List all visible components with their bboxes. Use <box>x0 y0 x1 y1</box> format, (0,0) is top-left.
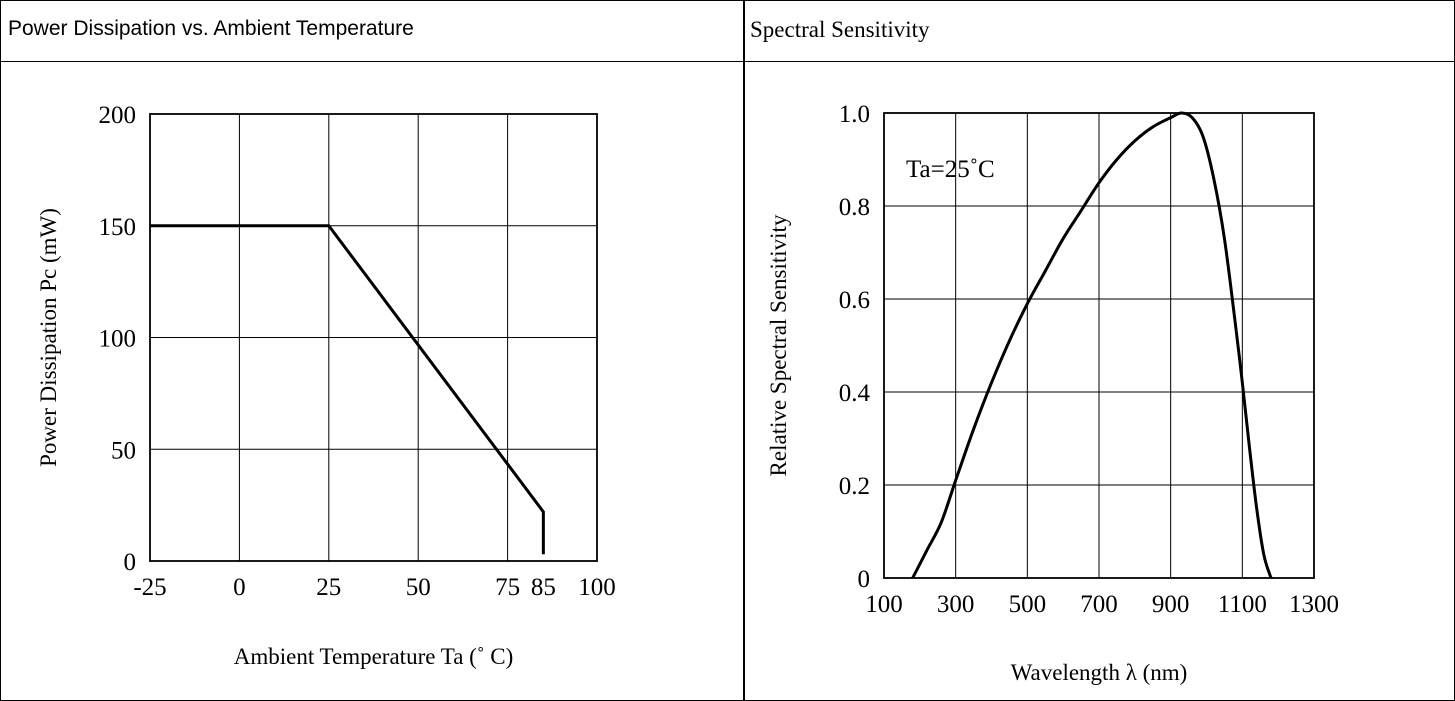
x-tick-label: 900 <box>1152 591 1190 618</box>
x-tick-label: 100 <box>865 591 903 618</box>
y-tick-label: 0 <box>858 566 871 593</box>
plot-area <box>883 112 1315 579</box>
x-axis-label: Wavelength λ (nm) <box>1011 660 1188 685</box>
y-tick-label: 0.4 <box>839 380 871 407</box>
x-tick-label: 700 <box>1080 591 1118 618</box>
x-tick-label: 75 <box>495 574 520 601</box>
x-tick-label: 1100 <box>1218 591 1267 618</box>
y-tick-label: 0.6 <box>839 287 870 314</box>
y-tick-label: 0.8 <box>839 194 870 221</box>
x-axis-label: Ambient Temperature Ta (˚ C) <box>234 644 514 669</box>
y-tick-label: 200 <box>99 102 137 129</box>
chart-title: Power Dissipation vs. Ambient Temperatur… <box>8 17 414 40</box>
x-tick-label: 500 <box>1009 591 1047 618</box>
y-tick-label: 50 <box>111 437 136 464</box>
x-tick-label: -25 <box>133 574 166 601</box>
x-tick-label: 85 <box>531 574 556 601</box>
spectral-sensitivity-chart: 100 300 500 700 900 1100 1300 0 0.2 0.4 0.6 0.8 1.0 W… <box>766 101 1339 685</box>
panel-header: Spectral Sensitivity <box>744 0 1455 62</box>
x-tick-label: 0 <box>233 574 246 601</box>
x-tick-label: 100 <box>578 574 616 601</box>
spectral-sensitivity-panel: Spectral Sensitivity 100 300 500 700 900 1100… <box>744 0 1455 701</box>
x-tick-label: 25 <box>316 574 341 601</box>
annotation-label: Ta=25˚C <box>906 156 995 183</box>
series-line <box>911 111 1273 579</box>
y-tick-label: 150 <box>99 214 137 241</box>
y-tick-label: 1.0 <box>839 101 870 128</box>
panel-header: Power Dissipation vs. Ambient Temperatur… <box>0 0 744 62</box>
chart-title: Spectral Sensitivity <box>750 17 930 42</box>
y-axis-label: Power Dissipation Pc (mW) <box>36 208 61 467</box>
power-dissipation-panel: Power Dissipation vs. Ambient Temperatur… <box>0 0 744 701</box>
y-tick-label: 100 <box>99 326 137 353</box>
x-tick-label: 300 <box>937 591 975 618</box>
plot-area <box>149 113 598 562</box>
x-tick-label: 1300 <box>1289 591 1339 618</box>
y-axis-label: Relative Spectral Sensitivity <box>766 214 791 476</box>
y-tick-label: 0.2 <box>839 473 870 500</box>
series-line <box>150 224 545 555</box>
y-tick-label: 0 <box>124 549 137 576</box>
x-tick-label: 50 <box>406 574 431 601</box>
